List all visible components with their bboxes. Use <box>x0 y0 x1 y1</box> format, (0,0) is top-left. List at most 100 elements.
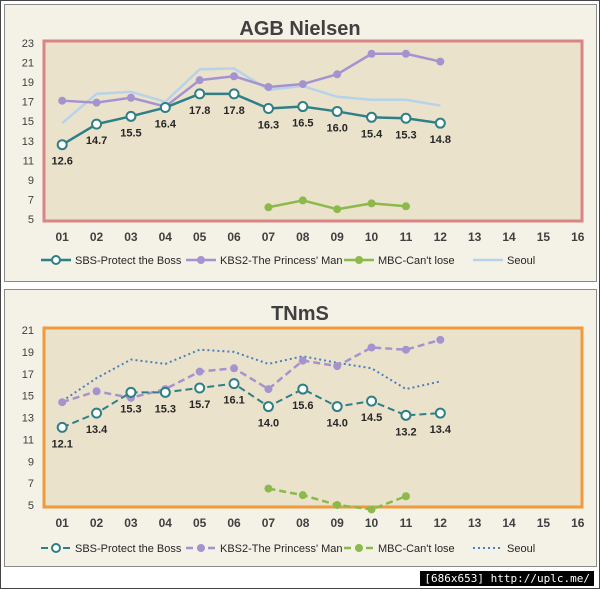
x-tick-label: 05 <box>193 516 207 530</box>
data-point-kbs2-the-princess-man <box>58 398 67 407</box>
data-point-mbc-can-t-lose <box>264 203 273 212</box>
y-tick-label: 11 <box>23 155 34 167</box>
data-label: 14.7 <box>86 135 107 147</box>
x-tick-label: 09 <box>331 516 345 530</box>
data-point-kbs2-the-princess-man <box>333 70 342 79</box>
data-point-sbs-protect-the-boss <box>262 401 274 413</box>
data-point-sbs-protect-the-boss <box>194 382 206 394</box>
data-label: 16.0 <box>326 122 347 134</box>
data-point-sbs-protect-the-boss <box>297 101 309 113</box>
legend-label-seoul: Seoul <box>507 543 535 555</box>
y-tick-label: 15 <box>22 116 34 128</box>
data-point-kbs2-the-princess-man <box>298 356 307 365</box>
data-label: 15.4 <box>361 128 383 140</box>
x-tick-label: 12 <box>434 516 448 530</box>
data-label: 15.6 <box>292 400 313 412</box>
y-tick-label: 9 <box>28 456 34 468</box>
x-tick-label: 07 <box>262 516 276 530</box>
legend-label-mbc-can-t-lose: MBC-Can't lose <box>378 543 455 555</box>
data-point-kbs2-the-princess-man <box>195 76 204 85</box>
data-point-mbc-can-t-lose <box>298 196 307 205</box>
data-label: 17.8 <box>189 105 210 117</box>
plot-area <box>42 39 584 223</box>
data-label: 13.4 <box>86 424 108 436</box>
data-label: 14.0 <box>258 418 279 430</box>
data-point-sbs-protect-the-boss <box>262 103 274 115</box>
x-tick-label: 05 <box>193 230 207 244</box>
data-label: 15.3 <box>120 403 141 415</box>
x-tick-label: 11 <box>400 516 413 530</box>
x-tick-label: 11 <box>400 230 413 244</box>
image-credit: [686x653] http://uplc.me/ <box>420 571 594 586</box>
x-tick-label: 02 <box>90 230 104 244</box>
y-tick-label: 21 <box>22 325 34 337</box>
legend-marker-kbs2-the-princess-man <box>197 544 205 552</box>
data-point-sbs-protect-the-boss <box>331 401 343 413</box>
legend-marker-sbs-protect-the-boss <box>51 255 61 265</box>
x-tick-label: 01 <box>56 230 70 244</box>
tnms-chart: TNmS 5 7 9 11 13 15 17 19 21 01 02 03 04 05 06 07 08 09 10 1… <box>4 289 597 567</box>
data-point-kbs2-the-princess-man <box>126 93 135 102</box>
y-tick-label: 15 <box>22 391 34 403</box>
x-tick-label: 15 <box>537 230 551 244</box>
agb-nielsen-chart: AGB Nielsen 5 7 9 11 13 15 17 19 21 23 01 02 03 04 05 06… <box>4 4 597 282</box>
x-tick-label: 02 <box>90 516 104 530</box>
data-label: 14.5 <box>361 412 382 424</box>
x-tick-label: 13 <box>468 516 482 530</box>
data-label: 15.3 <box>155 403 176 415</box>
data-point-kbs2-the-princess-man <box>92 387 101 396</box>
tnms-svg: TNmS 5 7 9 11 13 15 17 19 21 01 02 03 04 05 06 07 08 09 10 1… <box>22 303 585 555</box>
data-point-sbs-protect-the-boss <box>434 117 446 129</box>
data-point-sbs-protect-the-boss <box>159 386 171 398</box>
plot-area <box>42 326 584 509</box>
y-tick-label: 23 <box>22 38 34 50</box>
x-tick-label: 06 <box>227 230 241 244</box>
data-point-mbc-can-t-lose <box>264 484 273 493</box>
y-tick-label: 21 <box>22 58 34 70</box>
chart-title: AGB Nielsen <box>239 18 360 40</box>
data-point-kbs2-the-princess-man <box>401 345 410 354</box>
data-point-kbs2-the-princess-man <box>264 385 273 394</box>
data-point-mbc-can-t-lose <box>333 501 342 509</box>
legend-label-sbs-protect-the-boss: SBS-Protect the Boss <box>75 255 182 267</box>
x-tick-label: 07 <box>262 230 276 244</box>
y-tick-label: 7 <box>28 478 34 490</box>
data-point-sbs-protect-the-boss <box>228 88 240 100</box>
data-point-kbs2-the-princess-man <box>230 72 239 81</box>
series-line-kbs2-the-princess-man <box>61 338 441 404</box>
y-tick-label: 13 <box>22 413 34 425</box>
data-label: 16.3 <box>258 120 279 132</box>
x-tick-label: 13 <box>468 230 482 244</box>
x-tick-label: 16 <box>571 516 585 530</box>
x-tick-label: 15 <box>537 516 551 530</box>
data-point-sbs-protect-the-boss <box>366 111 378 123</box>
data-point-sbs-protect-the-boss <box>297 383 309 395</box>
x-tick-label: 04 <box>159 230 173 244</box>
data-label: 15.5 <box>120 127 141 139</box>
series-line-sbs-protect-the-boss <box>61 92 441 146</box>
legend-label-kbs2-the-princess-man: KBS2-The Princess' Man <box>220 543 343 555</box>
data-point-sbs-protect-the-boss <box>159 102 171 114</box>
data-point-mbc-can-t-lose <box>298 491 307 500</box>
y-tick-label: 13 <box>22 136 34 148</box>
data-label: 13.4 <box>430 424 452 436</box>
legend-label-sbs-protect-the-boss: SBS-Protect the Boss <box>75 543 182 555</box>
data-label: 16.5 <box>292 118 313 130</box>
data-point-kbs2-the-princess-man <box>333 362 342 371</box>
data-label: 15.7 <box>189 399 210 411</box>
data-label: 14.0 <box>326 418 347 430</box>
data-point-mbc-can-t-lose <box>367 199 376 208</box>
data-point-sbs-protect-the-boss <box>194 88 206 100</box>
data-point-kbs2-the-princess-man <box>367 343 376 352</box>
x-tick-label: 14 <box>502 230 516 244</box>
data-point-sbs-protect-the-boss <box>331 105 343 117</box>
data-point-kbs2-the-princess-man <box>298 80 307 89</box>
x-tick-label: 03 <box>124 516 138 530</box>
data-point-mbc-can-t-lose <box>401 492 410 501</box>
data-point-sbs-protect-the-boss <box>228 378 240 390</box>
data-point-sbs-protect-the-boss <box>125 386 137 398</box>
data-label: 12.6 <box>51 156 72 168</box>
data-point-kbs2-the-princess-man <box>92 98 101 107</box>
legend-marker-mbc-can-t-lose <box>355 544 363 552</box>
data-label: 16.4 <box>155 119 177 131</box>
